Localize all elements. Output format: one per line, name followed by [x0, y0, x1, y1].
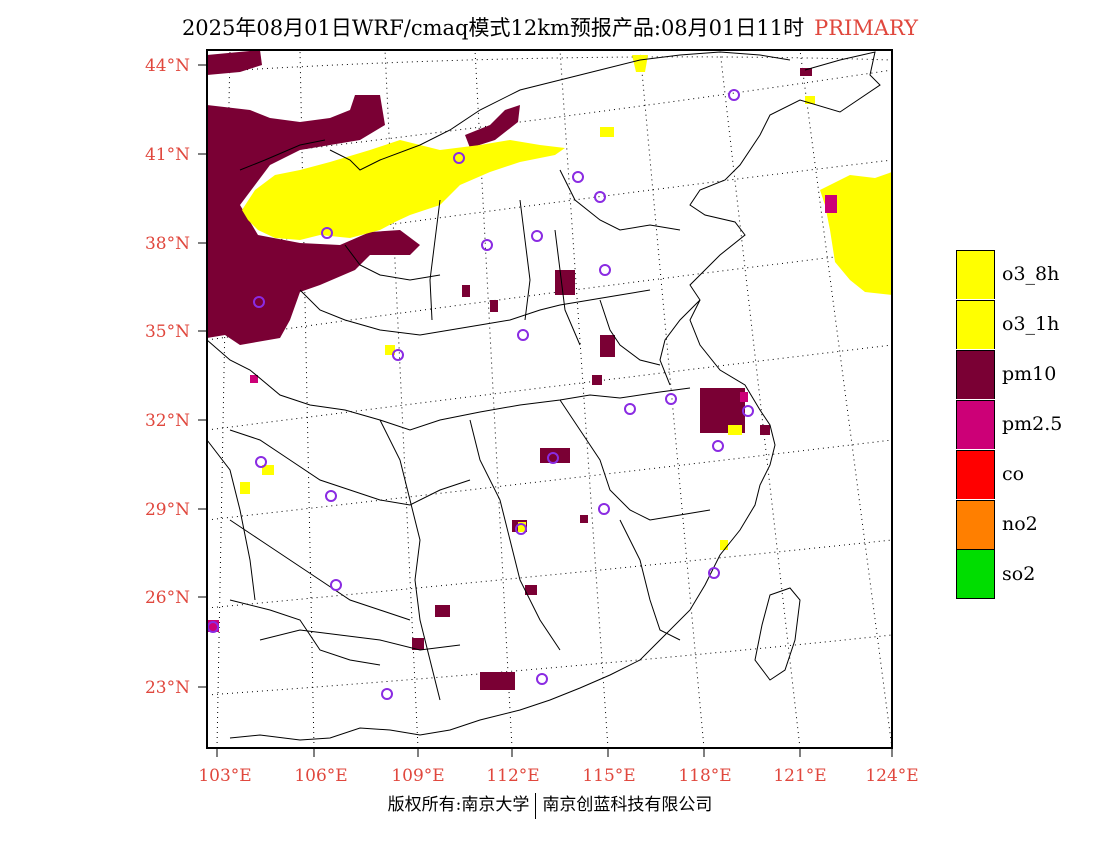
lon-label: 115°E: [582, 766, 635, 786]
legend-label: o3_8h: [1002, 263, 1060, 285]
footer-divider: [535, 792, 537, 819]
legend-label: o3_1h: [1002, 313, 1060, 335]
legend-swatch: [956, 349, 995, 399]
station-marker: [572, 171, 584, 183]
legend: o3_8h o3_1h pm10 pm2.5 co no2 so2: [956, 249, 1062, 599]
station-marker: [536, 673, 548, 685]
copyright-footer: 版权所有:南京大学 南京创蓝科技有限公司: [0, 790, 1100, 819]
legend-swatch: [956, 399, 995, 449]
lat-label: 35°N: [145, 322, 190, 342]
station-marker: [515, 523, 527, 535]
tick-marks: [198, 64, 893, 757]
legend-item-no2: no2: [956, 499, 1062, 549]
legend-label: pm2.5: [1002, 413, 1063, 435]
pm10-region-northwest: [207, 50, 520, 345]
station-marker: [392, 349, 404, 361]
station-marker: [728, 89, 740, 101]
station-marker: [598, 503, 610, 515]
legend-label: co: [1002, 463, 1025, 485]
station-marker: [594, 191, 606, 203]
station-marker: [531, 230, 543, 242]
station-markers: [207, 89, 754, 700]
station-marker: [547, 452, 559, 464]
legend-item-pm10: pm10: [956, 349, 1062, 399]
lat-label: 23°N: [145, 678, 190, 698]
legend-swatch: [956, 549, 995, 599]
station-marker: [712, 440, 724, 452]
legend-swatch: [956, 499, 995, 549]
scatter-o3: [240, 96, 815, 550]
lon-label: 109°E: [391, 766, 444, 786]
legend-item-so2: so2: [956, 549, 1062, 599]
legend-item-o3-1h: o3_1h: [956, 299, 1062, 349]
map-title: 2025年08月01日WRF/cmaq模式12km预报产品:08月01日11时 P…: [0, 12, 1100, 42]
lon-label: 121°E: [773, 766, 826, 786]
lon-label: 124°E: [865, 766, 918, 786]
station-marker: [253, 296, 265, 308]
scatter-pm10: [412, 68, 812, 690]
o3-region-north: [242, 55, 892, 295]
lat-label: 26°N: [145, 588, 190, 608]
title-text: 2025年08月01日WRF/cmaq模式12km预报产品:08月01日11时: [181, 16, 805, 40]
station-marker: [624, 403, 636, 415]
map-frame: [206, 49, 893, 749]
lon-label: 118°E: [678, 766, 731, 786]
lat-label: 41°N: [145, 145, 190, 165]
station-marker: [481, 239, 493, 251]
legend-swatch: [956, 299, 995, 349]
scatter-pm25: [207, 195, 837, 632]
station-marker: [599, 264, 611, 276]
legend-swatch: [956, 449, 995, 499]
legend-item-o3-8h: o3_8h: [956, 249, 1062, 299]
legend-label: no2: [1002, 513, 1038, 535]
boundaries: [206, 51, 881, 741]
legend-item-co: co: [956, 449, 1062, 499]
lon-labels: 103°E 106°E 109°E 112°E 115°E 118°E 121°…: [198, 766, 918, 786]
lat-label: 38°N: [145, 234, 190, 254]
lon-label: 106°E: [294, 766, 347, 786]
station-marker: [255, 456, 267, 468]
station-marker: [708, 567, 720, 579]
legend-label: pm10: [1002, 363, 1057, 385]
legend-item-pm25: pm2.5: [956, 399, 1062, 449]
station-marker: [742, 405, 754, 417]
station-marker: [381, 688, 393, 700]
station-marker: [517, 329, 529, 341]
legend-swatch: [956, 249, 995, 299]
station-marker: [665, 393, 677, 405]
station-marker: [453, 152, 465, 164]
station-marker: [330, 579, 342, 591]
station-marker: [325, 490, 337, 502]
lon-label: 103°E: [198, 766, 251, 786]
copyright-right: 南京创蓝科技有限公司: [542, 795, 713, 815]
primary-tag: PRIMARY: [814, 16, 919, 40]
lat-label: 29°N: [145, 500, 190, 520]
lat-label: 32°N: [145, 411, 190, 431]
copyright-left: 版权所有:南京大学: [387, 795, 530, 815]
lat-label: 44°N: [145, 56, 190, 76]
lon-label: 112°E: [486, 766, 539, 786]
station-marker: [321, 227, 333, 239]
legend-label: so2: [1002, 563, 1036, 585]
lat-labels: 44°N 41°N 38°N 35°N 32°N 29°N 26°N 23°N: [145, 56, 190, 698]
